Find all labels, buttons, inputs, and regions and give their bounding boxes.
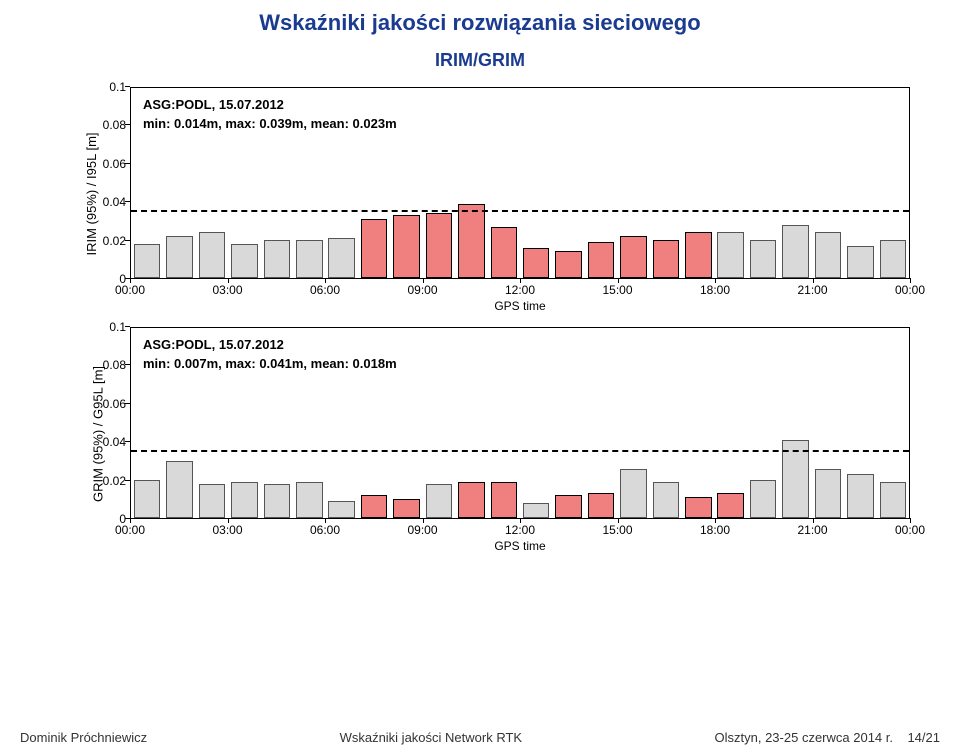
xtick-label: 18:00: [700, 523, 730, 537]
yticks-irim: 00.020.040.060.080.1: [90, 87, 130, 279]
bar: [393, 499, 419, 518]
ytick-label: 0.1: [109, 320, 126, 334]
xtick-label: 21:00: [797, 523, 827, 537]
bar: [847, 474, 873, 518]
bar: [653, 240, 679, 278]
xticks-irim: GPS time 00:0003:0006:0009:0012:0015:001…: [130, 279, 910, 309]
bar: [231, 244, 257, 278]
dashed-irim: [131, 210, 909, 212]
bar: [166, 461, 192, 518]
bars-grim: [131, 328, 909, 518]
bar: [426, 484, 452, 518]
plot-irim: ASG:PODL, 15.07.2012 min: 0.014m, max: 0…: [130, 87, 910, 279]
chart-grim: GRIM (95%) / G95L [m] 00.020.040.060.080…: [90, 319, 920, 549]
bar: [199, 232, 225, 278]
bar: [328, 501, 354, 518]
bar: [231, 482, 257, 518]
chart-irim: IRIM (95%) / I95L [m] 00.020.040.060.080…: [90, 79, 920, 309]
bar: [782, 225, 808, 278]
xtick-label: 09:00: [407, 523, 437, 537]
bar: [296, 240, 322, 278]
bar: [393, 215, 419, 278]
bar: [588, 242, 614, 278]
bar: [653, 482, 679, 518]
ytick-label: 0.04: [103, 195, 126, 209]
bar: [134, 244, 160, 278]
xtick-label: 03:00: [212, 523, 242, 537]
xtick-label: 09:00: [407, 283, 437, 297]
bar: [588, 493, 614, 518]
bar: [328, 238, 354, 278]
bar: [880, 482, 906, 518]
xtick-label: 18:00: [700, 283, 730, 297]
xticks-grim: GPS time 00:0003:0006:0009:0012:0015:001…: [130, 519, 910, 549]
bars-irim: [131, 88, 909, 278]
bar: [491, 482, 517, 518]
xtick-label: 06:00: [310, 523, 340, 537]
yticks-grim: 00.020.040.060.080.1: [90, 327, 130, 519]
xtick-label: 15:00: [602, 523, 632, 537]
bar: [555, 495, 581, 518]
ytick-label: 0.02: [103, 234, 126, 248]
xtick-label: 21:00: [797, 283, 827, 297]
bar: [264, 484, 290, 518]
bar: [555, 251, 581, 278]
page-title: Wskaźniki jakości rozwiązania sieciowego: [0, 10, 960, 36]
bar: [166, 236, 192, 278]
ytick-label: 0.08: [103, 358, 126, 372]
xtick-label: 12:00: [505, 283, 535, 297]
bar: [523, 503, 549, 518]
bar: [717, 232, 743, 278]
bar: [750, 240, 776, 278]
bar: [361, 495, 387, 518]
xtick-label: 00:00: [115, 283, 145, 297]
bar: [296, 482, 322, 518]
plot-grim: ASG:PODL, 15.07.2012 min: 0.007m, max: 0…: [130, 327, 910, 519]
bar: [264, 240, 290, 278]
ytick-label: 0.04: [103, 435, 126, 449]
bar: [620, 236, 646, 278]
xtick-label: 12:00: [505, 523, 535, 537]
xtick-label: 00:00: [115, 523, 145, 537]
xtick-label: 06:00: [310, 283, 340, 297]
ytick-label: 0.08: [103, 118, 126, 132]
bar: [523, 248, 549, 278]
bar: [458, 204, 484, 278]
bar: [815, 469, 841, 518]
ytick-label: 0.02: [103, 474, 126, 488]
bar: [685, 232, 711, 278]
bar: [199, 484, 225, 518]
bar: [458, 482, 484, 518]
xtick-label: 03:00: [212, 283, 242, 297]
xtick-label: 00:00: [895, 283, 925, 297]
bar: [815, 232, 841, 278]
ytick-label: 0.06: [103, 397, 126, 411]
xtick-label: 00:00: [895, 523, 925, 537]
bar: [685, 497, 711, 518]
bar: [491, 227, 517, 278]
ytick-label: 0.1: [109, 80, 126, 94]
page-subtitle: IRIM/GRIM: [0, 50, 960, 71]
bar: [750, 480, 776, 518]
bar: [361, 219, 387, 278]
bar: [426, 213, 452, 278]
bar: [620, 469, 646, 518]
xtick-label: 15:00: [602, 283, 632, 297]
bar: [717, 493, 743, 518]
bar: [847, 246, 873, 278]
ytick-label: 0.06: [103, 157, 126, 171]
bar: [782, 440, 808, 518]
dashed-grim: [131, 450, 909, 452]
xlabel-irim: GPS time: [494, 299, 545, 313]
xlabel-grim: GPS time: [494, 539, 545, 553]
bar: [880, 240, 906, 278]
bar: [134, 480, 160, 518]
